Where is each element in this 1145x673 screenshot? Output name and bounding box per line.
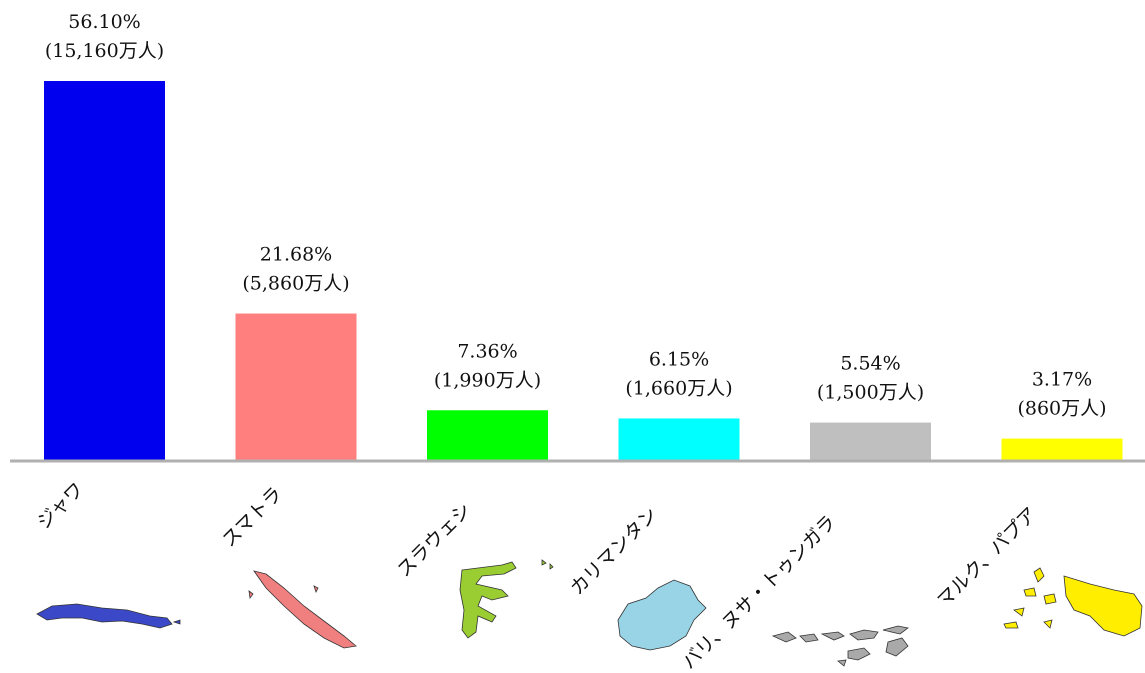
bar-2 [235,313,357,460]
value-labels-group: 56.10% (15,160万人) 21.68% (5,860万人) 7.36% (1,9… [45,11,1107,420]
category-label: カリマンタン [566,503,662,599]
bar-5 [810,422,931,460]
kalimantan-island-map-icon [617,579,707,651]
population-label: (5,860万人) [242,273,349,295]
value-label: 21.68% [260,244,332,266]
population-label: (1,500万人) [817,382,924,404]
maluku-papua-islands-map-icon [1003,567,1143,637]
bar-6 [1001,438,1123,460]
bar-3 [427,410,548,460]
population-label: (1,990万人) [434,369,541,391]
category-label: マルク、パプア [933,503,1041,611]
nusa-tenggara-islands-map-icon [771,625,909,667]
value-label: 7.36% [457,340,517,362]
category-label: スマトラ [218,483,287,552]
bars-group [44,81,1123,460]
value-label: 3.17% [1032,369,1092,391]
population-label: (1,660万人) [625,377,732,399]
region-maps-group [36,559,1143,667]
bar-1 [44,81,165,460]
java-island-map-icon [36,603,181,629]
bar-4 [618,418,740,460]
category-label: バリ、ヌサ・トゥンガラ [678,511,841,673]
population-label: (860万人) [1017,398,1106,420]
category-label: スラウェシ [393,499,476,582]
sulawesi-island-map-icon [459,559,554,639]
category-label: ジャワ [33,478,88,533]
sumatra-island-map-icon [248,570,357,649]
value-label: 5.54% [840,353,900,375]
value-label: 6.15% [649,348,709,370]
population-label: (15,160万人) [45,40,164,62]
value-label: 56.10% [68,11,140,33]
